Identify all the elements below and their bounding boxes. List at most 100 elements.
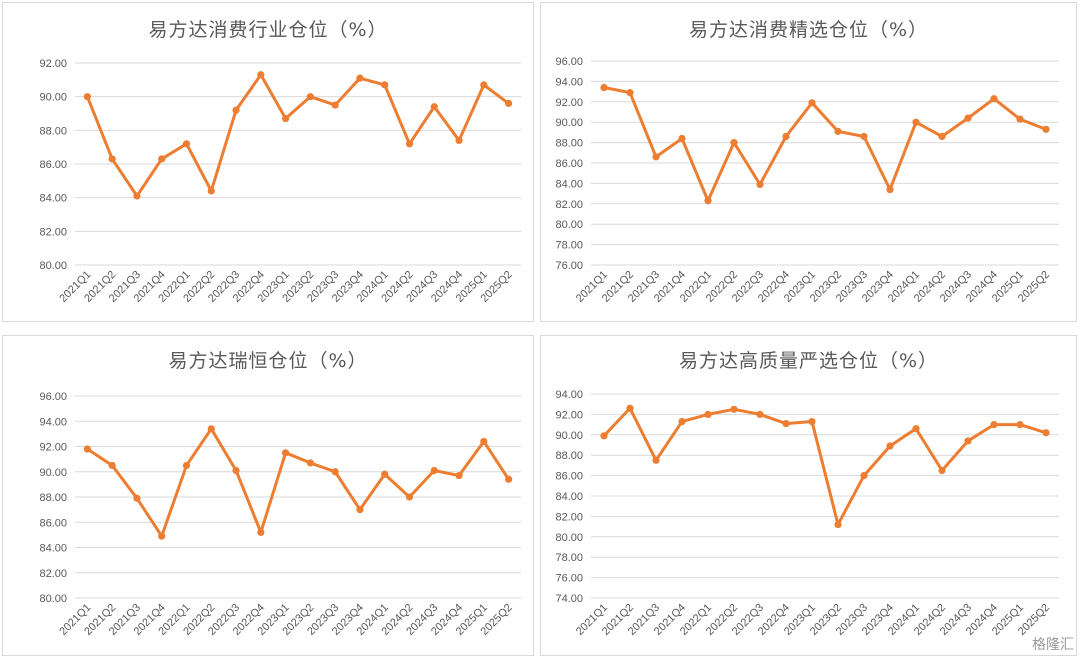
y-tick-label: 82.00 — [555, 511, 583, 523]
chart-panel-ruiheng: 易方达瑞恒仓位（%） 80.00 82.00 84.00 86.00 88.00 90.0… — [2, 335, 534, 656]
chart-panel-consumer-industry: 易方达消费行业仓位（%） 80.00 82.00 84.00 86.00 88.00 90… — [2, 2, 534, 322]
data-point — [83, 445, 91, 453]
y-tick-label: 92.00 — [39, 58, 67, 70]
data-point — [356, 74, 364, 82]
data-point — [990, 95, 998, 103]
data-point — [652, 456, 660, 464]
y-tick-label: 78.00 — [555, 240, 583, 252]
series-line — [85, 73, 511, 198]
y-tick-label: 94.00 — [555, 389, 583, 401]
data-point — [133, 192, 141, 200]
y-tick-label: 78.00 — [555, 552, 583, 564]
data-point — [306, 459, 314, 467]
data-point — [207, 187, 215, 195]
chart-title: 易方达高质量严选仓位（%） — [678, 350, 939, 372]
data-point — [938, 132, 946, 141]
y-tick-label: 74.00 — [555, 593, 583, 605]
data-point — [990, 421, 998, 429]
data-point — [964, 114, 972, 122]
data-point — [938, 466, 946, 475]
data-point — [158, 532, 166, 540]
data-point — [331, 468, 339, 476]
data-point — [83, 93, 91, 101]
y-tick-label: 84.00 — [39, 193, 67, 205]
data-point — [730, 139, 738, 147]
data-point — [1016, 115, 1024, 123]
data-point — [381, 470, 389, 478]
data-point — [430, 103, 438, 111]
data-point — [158, 155, 166, 163]
y-tick-label: 84.00 — [555, 491, 583, 503]
data-point — [306, 93, 314, 101]
y-tick-label: 76.00 — [555, 573, 583, 585]
data-point — [331, 101, 339, 109]
data-point — [108, 461, 116, 470]
y-tick-label: 94.00 — [39, 416, 67, 428]
y-tick-label: 96.00 — [39, 391, 67, 403]
line-chart: 76.00 78.00 80.00 82.00 84.00 86.00 88.00 90.00… — [555, 56, 1059, 305]
y-tick-label: 80.00 — [39, 260, 67, 272]
y-tick-label: 86.00 — [39, 517, 67, 529]
data-point — [964, 437, 972, 445]
data-point — [860, 472, 868, 480]
series-line — [602, 406, 1048, 527]
y-tick-label: 90.00 — [39, 92, 67, 104]
y-tick-label: 92.00 — [555, 97, 583, 109]
chart-panel-high-quality-select: 易方达高质量严选仓位（%） 74.00 76.00 78.00 80.00 82.00 8… — [540, 335, 1077, 656]
data-point — [182, 140, 191, 148]
data-point — [600, 432, 608, 440]
data-point — [834, 520, 842, 529]
y-tick-label: 84.00 — [39, 543, 67, 555]
data-point — [860, 132, 868, 141]
data-point — [480, 437, 488, 446]
y-tick-label: 80.00 — [555, 219, 583, 231]
y-tick-label: 80.00 — [39, 593, 67, 605]
data-point — [678, 134, 686, 143]
line-chart: 74.00 76.00 78.00 80.00 82.00 84.00 86.00 88.00… — [555, 389, 1059, 638]
data-point — [505, 99, 513, 107]
gridlines — [75, 62, 521, 266]
data-point — [257, 528, 265, 536]
data-point — [834, 127, 842, 135]
y-tick-label: 86.00 — [555, 471, 583, 483]
chart-title: 易方达消费行业仓位（%） — [148, 19, 388, 41]
y-tick-label: 88.00 — [39, 125, 67, 137]
data-point — [704, 197, 712, 205]
y-tick-label: 86.00 — [39, 159, 67, 171]
gridlines — [591, 393, 1059, 599]
y-tick-label: 86.00 — [555, 158, 583, 170]
data-point — [1042, 125, 1050, 133]
data-point — [678, 417, 686, 426]
data-point — [282, 114, 290, 123]
y-tick-label: 92.00 — [39, 442, 67, 454]
data-point — [405, 493, 414, 501]
y-tick-label: 88.00 — [39, 492, 67, 504]
data-point — [455, 136, 463, 145]
line-chart: 80.0082.0084.0086.0088.0090.0092.002021Q… — [39, 58, 521, 305]
series-line — [85, 427, 511, 538]
y-tick-label: 76.00 — [555, 260, 583, 272]
y-tick-label: 90.00 — [555, 117, 583, 129]
data-point — [455, 471, 463, 480]
data-point — [133, 494, 141, 502]
data-point — [1042, 429, 1050, 437]
chart-title: 易方达瑞恒仓位（%） — [168, 350, 368, 372]
chart-title: 易方达消费精选仓位（%） — [688, 19, 929, 41]
data-point — [405, 140, 414, 148]
gridlines — [591, 60, 1059, 266]
y-tick-label: 84.00 — [555, 178, 583, 190]
data-point — [782, 419, 790, 428]
y-tick-label: 90.00 — [39, 467, 67, 479]
data-point — [886, 185, 894, 194]
data-point — [782, 132, 790, 141]
y-tick-label: 80.00 — [555, 532, 583, 544]
y-tick-label: 94.00 — [555, 76, 583, 88]
data-point — [505, 475, 513, 483]
y-tick-label: 90.00 — [555, 430, 583, 442]
data-point — [257, 71, 265, 79]
data-point — [232, 466, 240, 475]
data-point — [652, 153, 660, 161]
data-point — [430, 466, 438, 475]
data-point — [912, 118, 920, 126]
y-tick-label: 92.00 — [555, 409, 583, 421]
